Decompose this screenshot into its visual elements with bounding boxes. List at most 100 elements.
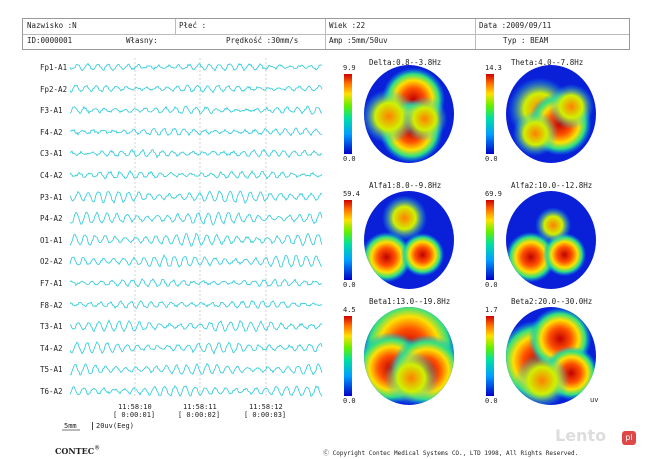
eeg-trace: [69, 148, 323, 159]
watermark-text: Lento: [555, 426, 607, 445]
eeg-trace: [69, 254, 323, 268]
scale-max: 4.5: [343, 306, 356, 314]
scale-max: 59.4: [343, 190, 360, 198]
contec-brand: CONTEC: [55, 446, 95, 456]
time-clock: 11:58:12: [249, 403, 283, 411]
registered-icon: ®: [95, 444, 100, 452]
eeg-trace: [69, 211, 323, 226]
activity-blob: [400, 233, 445, 277]
eeg-trace: [69, 299, 323, 310]
activity-blob: [542, 233, 587, 277]
topo-map: [344, 307, 454, 405]
topo-map: [344, 65, 454, 163]
topo-map: [486, 191, 596, 289]
copyright-text: Ⓒ Copyright Contec Medical Systems CO., …: [323, 450, 579, 457]
color-scale-bar: [344, 74, 352, 154]
eeg-trace: [69, 169, 323, 180]
scale-min: 0.0: [485, 155, 498, 163]
watermark-badge-icon: pl: [622, 431, 636, 445]
map-title: Alfa1:8.0--9.8Hz: [369, 181, 442, 190]
activity-blob: [512, 111, 558, 157]
time-elapsed: [ 0:00:02]: [178, 411, 221, 419]
activity-blob: [535, 207, 572, 244]
channel-label: F7-A1: [40, 279, 63, 288]
activity-blob: [515, 353, 569, 405]
color-scale-bar: [486, 74, 494, 154]
date-field: Data :2009/09/11: [479, 21, 552, 30]
eeg-trace: [69, 232, 323, 247]
patient-header: Nazwisko :N Płeć : Wiek :22 Data :2009/0…: [22, 18, 630, 50]
map-title: Delta:0.8--3.8Hz: [369, 58, 442, 67]
eeg-trace: [69, 62, 323, 72]
scale-max: 1.7: [485, 306, 498, 314]
eeg-trace: [69, 84, 323, 94]
activity-blob: [382, 195, 427, 241]
color-scale-bar: [344, 200, 352, 280]
channel-label: P4-A2: [40, 214, 63, 224]
map-title: Beta2:20.0--30.0Hz: [511, 297, 593, 306]
age-field: Wiek :22: [329, 21, 366, 30]
channel-label: T4-A2: [40, 343, 63, 353]
id-field: ID:0000001: [27, 36, 73, 45]
topo-map: [344, 191, 454, 289]
eeg-trace: [69, 190, 323, 204]
channel-label: Fp1-A1: [40, 63, 68, 72]
channel-label: T6-A2: [40, 387, 63, 396]
activity-blob: [364, 231, 412, 283]
eeg-trace: [69, 341, 323, 355]
scale-max: 14.3: [485, 64, 502, 72]
eeg-trace: [69, 319, 323, 333]
scale-min: 0.0: [343, 155, 356, 163]
sex-field: Płeć :: [179, 21, 207, 30]
activity-blob: [364, 89, 416, 144]
time-clock: 11:58:10: [118, 403, 152, 411]
own-field: Własny:: [126, 36, 158, 45]
topo-map: [486, 307, 596, 405]
scale-min: 0.0: [343, 281, 356, 289]
topo-map: [486, 65, 596, 163]
scale-uv: 20uv(Eeg): [92, 422, 134, 430]
channel-label: T3-A1: [40, 322, 63, 332]
channel-label: O1-A1: [40, 235, 63, 245]
color-scale-bar: [344, 316, 352, 396]
activity-blob: [402, 96, 448, 142]
scale-mm: 5mm: [64, 422, 77, 430]
channel-label: F8-A2: [40, 300, 63, 310]
activity-blob: [506, 231, 556, 283]
time-clock: 11:58:11: [183, 403, 217, 411]
scale-min: 0.0: [485, 397, 498, 405]
channel-label: O2-A2: [40, 257, 63, 267]
color-scale-bar: [486, 316, 494, 396]
speed-field: Prędkość :30mm/s: [226, 36, 299, 45]
header-row-2: ID:0000001 Własny: Prędkość :30mm/s Amp …: [23, 34, 629, 49]
eeg-trace: [69, 362, 323, 376]
type-field: Typ : BEAM: [503, 36, 549, 45]
eeg-trace: [69, 278, 323, 288]
unit-label: uv: [590, 396, 599, 404]
header-row-1: Nazwisko :N Płeć : Wiek :22 Data :2009/0…: [23, 19, 629, 35]
channel-label: F3-A1: [40, 106, 63, 116]
activity-blob: [384, 351, 439, 405]
time-elapsed: [ 0:00:03]: [244, 411, 287, 419]
channel-label: P3-A1: [40, 192, 63, 202]
map-title: Beta1:13.0--19.8Hz: [369, 297, 451, 306]
scale-min: 0.0: [485, 281, 498, 289]
time-elapsed: [ 0:00:01]: [113, 411, 156, 419]
eeg-trace: [69, 127, 323, 137]
channel-label: C4-A2: [40, 171, 63, 180]
channel-label: C3-A1: [40, 149, 63, 159]
activity-blob: [548, 84, 594, 130]
scale-max: 69.9: [485, 190, 502, 198]
eeg-trace: [69, 385, 323, 397]
channel-label: F4-A2: [40, 127, 63, 137]
map-title: Theta:4.0--7.8Hz: [511, 58, 584, 67]
map-title: Alfa2:10.0--12.8Hz: [511, 181, 593, 190]
name-field: Nazwisko :N: [27, 21, 77, 30]
eeg-trace: [69, 105, 323, 115]
scale-max: 9.9: [343, 64, 356, 72]
amp-field: Amp :5mm/50uv: [329, 36, 388, 45]
channel-label: T5-A1: [40, 365, 63, 375]
color-scale-bar: [486, 200, 494, 280]
channel-label: Fp2-A2: [40, 84, 68, 94]
